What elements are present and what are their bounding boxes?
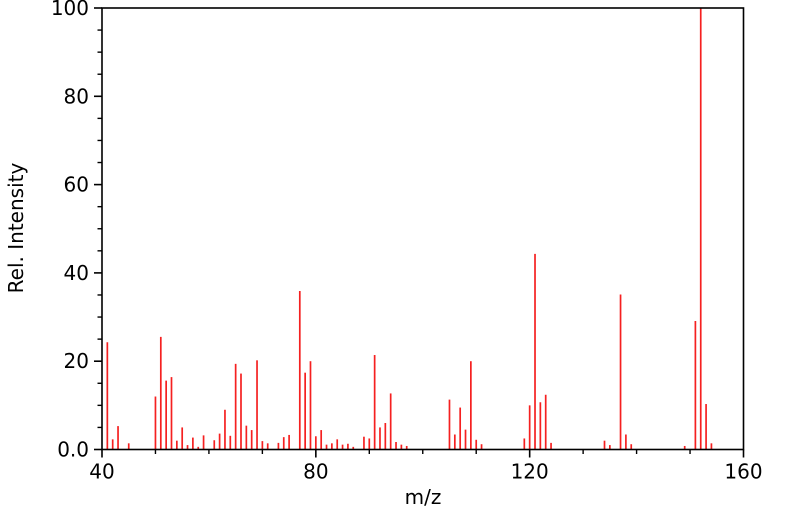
x-tick-label: 160 (724, 460, 762, 484)
x-axis-label: m/z (404, 485, 442, 509)
y-axis-label: Rel. Intensity (4, 162, 28, 294)
y-tick-label: 0.0 (57, 438, 89, 462)
y-tick-label: 80 (64, 84, 89, 108)
x-tick-label: 80 (303, 460, 328, 484)
plot-border (101, 7, 745, 451)
y-tick-label: 60 (64, 173, 89, 197)
y-tick-label: 100 (51, 0, 89, 20)
y-tick-label: 40 (64, 261, 89, 285)
x-tick-label: 120 (511, 460, 549, 484)
x-tick-label: 40 (89, 460, 114, 484)
y-tick-label: 20 (64, 349, 89, 373)
